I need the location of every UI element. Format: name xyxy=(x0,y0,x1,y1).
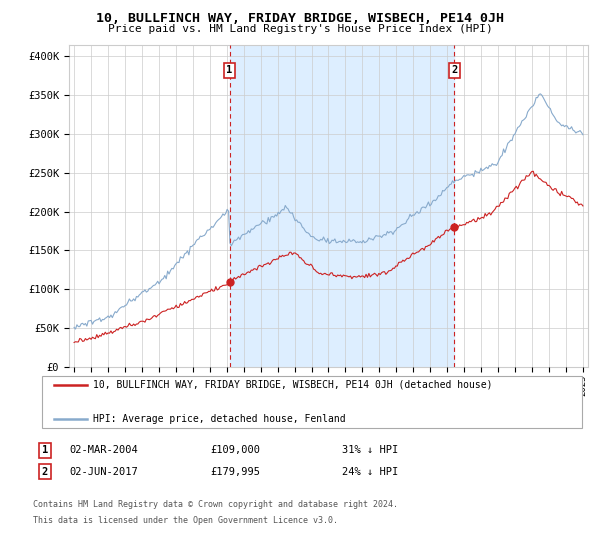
Text: Contains HM Land Registry data © Crown copyright and database right 2024.: Contains HM Land Registry data © Crown c… xyxy=(33,500,398,508)
Text: 02-JUN-2017: 02-JUN-2017 xyxy=(69,466,138,477)
Text: £109,000: £109,000 xyxy=(210,445,260,455)
Text: This data is licensed under the Open Government Licence v3.0.: This data is licensed under the Open Gov… xyxy=(33,516,338,525)
Text: HPI: Average price, detached house, Fenland: HPI: Average price, detached house, Fenl… xyxy=(93,414,346,424)
Text: £179,995: £179,995 xyxy=(210,466,260,477)
Text: 1: 1 xyxy=(226,66,233,76)
Text: 02-MAR-2004: 02-MAR-2004 xyxy=(69,445,138,455)
Text: 24% ↓ HPI: 24% ↓ HPI xyxy=(342,466,398,477)
Text: 2: 2 xyxy=(42,466,48,477)
Bar xyxy=(230,45,454,367)
Text: 1: 1 xyxy=(42,445,48,455)
Text: 10, BULLFINCH WAY, FRIDAY BRIDGE, WISBECH, PE14 0JH (detached house): 10, BULLFINCH WAY, FRIDAY BRIDGE, WISBEC… xyxy=(93,380,493,390)
Text: 31% ↓ HPI: 31% ↓ HPI xyxy=(342,445,398,455)
Text: 10, BULLFINCH WAY, FRIDAY BRIDGE, WISBECH, PE14 0JH: 10, BULLFINCH WAY, FRIDAY BRIDGE, WISBEC… xyxy=(96,12,504,25)
Text: 2: 2 xyxy=(451,66,457,76)
Text: Price paid vs. HM Land Registry's House Price Index (HPI): Price paid vs. HM Land Registry's House … xyxy=(107,24,493,34)
